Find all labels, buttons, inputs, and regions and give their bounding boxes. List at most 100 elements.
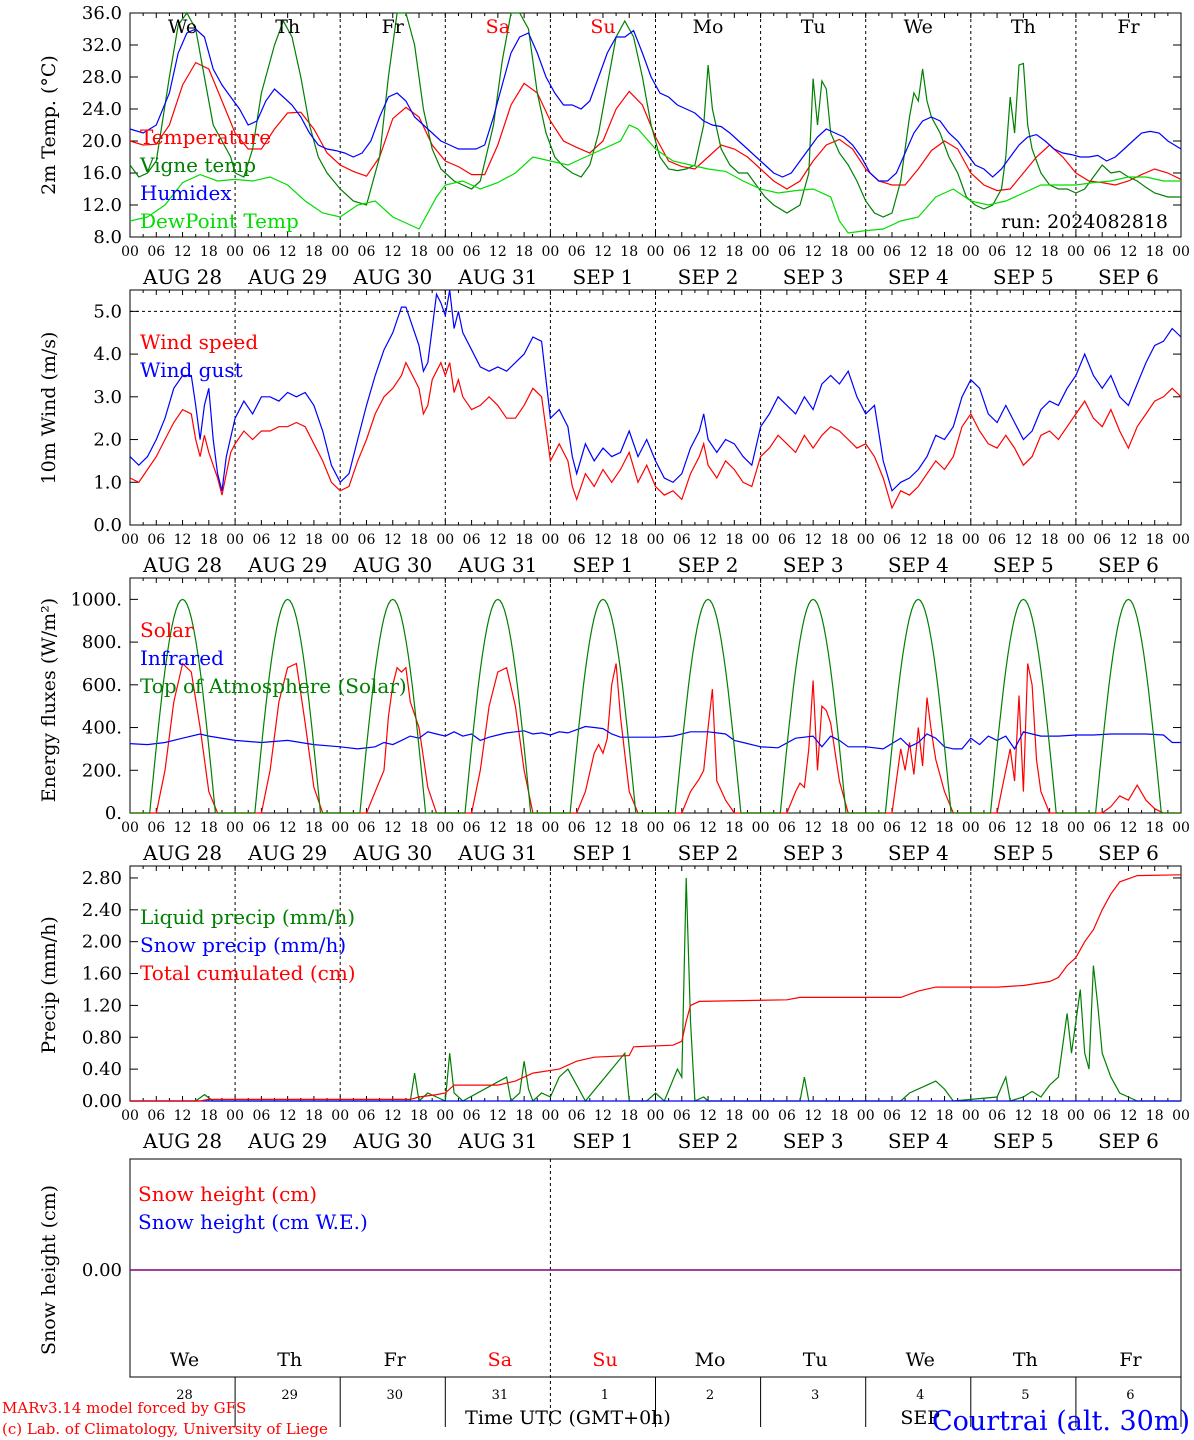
x-hour-tick-label: 18	[936, 820, 954, 836]
x-hour-tick-label: 06	[883, 244, 901, 260]
x-hour-tick-label: 12	[1014, 244, 1032, 260]
x-hour-tick-label: 18	[200, 820, 218, 836]
x-hour-tick-label: 00	[226, 532, 244, 548]
x-hour-tick-label: 12	[909, 244, 927, 260]
x-hour-tick-label: 12	[909, 1108, 927, 1124]
y-tick-label: 400.	[82, 718, 122, 739]
x-date-label: SEP 3	[783, 1129, 844, 1153]
x-hour-tick-label: 00	[436, 820, 454, 836]
snow-weekday-label: Th	[277, 1349, 302, 1371]
x-hour-tick-label: 12	[489, 820, 507, 836]
x-hour-tick-label: 00	[121, 1108, 139, 1124]
x-hour-tick-label: 00	[647, 244, 665, 260]
x-date-label: SEP 4	[888, 1129, 949, 1153]
x-hour-tick-label: 12	[594, 532, 612, 548]
x-hour-tick-label: 18	[515, 244, 533, 260]
x-hour-tick-label: 18	[620, 1108, 638, 1124]
x-date-label: SEP 5	[993, 265, 1054, 289]
x-hour-tick-label: 12	[489, 244, 507, 260]
x-hour-tick-label: 18	[1041, 820, 1059, 836]
x-date-label: AUG 28	[142, 553, 222, 577]
x-hour-tick-label: 12	[909, 820, 927, 836]
x-hour-tick-label: 12	[174, 532, 192, 548]
x-hour-tick-label: 00	[857, 244, 875, 260]
x-hour-tick-label: 18	[620, 532, 638, 548]
x-date-label: AUG 28	[142, 841, 222, 865]
x-hour-tick-label: 18	[831, 820, 849, 836]
legend-infrared: Infrared	[140, 646, 224, 670]
x-hour-tick-label: 06	[883, 820, 901, 836]
x-hour-tick-label: 18	[1041, 1108, 1059, 1124]
x-hour-tick-label: 12	[594, 244, 612, 260]
x-hour-tick-label: 18	[515, 1108, 533, 1124]
x-hour-tick-label: 00	[436, 532, 454, 548]
weekday-label: Tu	[801, 16, 826, 38]
x-hour-tick-label: 06	[778, 1108, 796, 1124]
x-hour-tick-label: 06	[778, 244, 796, 260]
legend-temperature: Temperature	[140, 125, 271, 149]
y-tick-label: 8.0	[93, 227, 122, 248]
x-date-label: AUG 31	[457, 841, 537, 865]
x-hour-tick-label: 18	[410, 532, 428, 548]
x-hour-tick-label: 18	[936, 244, 954, 260]
y-tick-label: 0.00	[82, 1260, 122, 1281]
x-hour-tick-label: 18	[725, 244, 743, 260]
x-hour-tick-label: 12	[804, 244, 822, 260]
y-tick-label: 2.40	[82, 900, 122, 921]
infrared-series-line	[129, 725, 1181, 751]
snow-day-number: 3	[811, 1388, 819, 1403]
x-hour-tick-label: 06	[988, 820, 1006, 836]
y-tick-label: 20.0	[82, 131, 122, 152]
snow-day-number: 31	[492, 1388, 509, 1403]
x-hour-tick-label: 00	[962, 820, 980, 836]
x-hour-tick-label: 06	[778, 820, 796, 836]
y-tick-label: 600.	[82, 675, 122, 696]
x-hour-tick-label: 18	[410, 244, 428, 260]
y-tick-label: 24.0	[82, 99, 122, 120]
vigne-temp-series-line	[129, 11, 1181, 218]
legend-liquid-precip-mm-h: Liquid precip (mm/h)	[140, 905, 355, 929]
x-hour-tick-label: 06	[568, 244, 586, 260]
x-hour-tick-label: 12	[594, 820, 612, 836]
y-tick-label: 2.0	[93, 430, 122, 451]
snow-height-panel: 0.00 Snow height (cm) Snow height (cm) Snow…	[38, 1158, 1182, 1429]
model-credit: MARv3.14 model forced by GFS	[2, 1399, 246, 1417]
y-tick-label: 0.40	[82, 1059, 122, 1080]
y-tick-label: 5.0	[93, 301, 122, 322]
x-hour-tick-label: 06	[252, 532, 270, 548]
x-date-label: SEP 6	[1098, 841, 1159, 865]
x-hour-tick-label: 00	[331, 532, 349, 548]
legend-dewpoint-temp: DewPoint Temp	[140, 209, 299, 233]
x-hour-tick-label: 06	[568, 532, 586, 548]
x-hour-tick-label: 00	[857, 820, 875, 836]
x-hour-tick-label: 06	[358, 1108, 376, 1124]
y-axis-label: Snow height (cm)	[38, 1185, 60, 1355]
weekday-label: Su	[590, 16, 615, 38]
x-hour-tick-label: 06	[1093, 244, 1111, 260]
y-tick-label: 32.0	[82, 35, 122, 56]
x-date-label: AUG 30	[352, 1129, 432, 1153]
x-hour-tick-label: 00	[541, 820, 559, 836]
x-hour-tick-label: 18	[515, 820, 533, 836]
weekday-label: Fr	[1117, 16, 1140, 38]
x-hour-tick-label: 00	[1172, 532, 1190, 548]
legend-snow-height-cm-w-e: Snow height (cm W.E.)	[138, 1210, 368, 1234]
x-hour-tick-label: 00	[541, 532, 559, 548]
x-hour-tick-label: 06	[147, 1108, 165, 1124]
x-date-label: SEP 2	[678, 841, 739, 865]
x-hour-tick-label: 00	[1067, 820, 1085, 836]
x-hour-tick-label: 18	[515, 532, 533, 548]
y-tick-label: 0.0	[93, 515, 122, 536]
x-date-label: AUG 29	[247, 553, 327, 577]
x-hour-tick-label: 12	[699, 820, 717, 836]
weekday-label: Mo	[693, 16, 724, 38]
x-hour-tick-label: 00	[121, 820, 139, 836]
snow-day-number: 28	[176, 1388, 193, 1403]
weekday-label: Th	[1011, 16, 1036, 38]
x-date-label: SEP 5	[993, 553, 1054, 577]
snow-weekday-label: We	[906, 1349, 935, 1371]
x-hour-tick-label: 12	[279, 532, 297, 548]
